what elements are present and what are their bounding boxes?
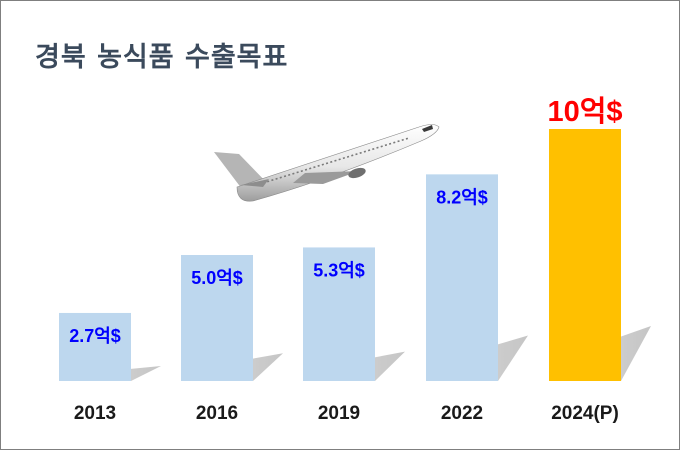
x-tick-label: 2019 [318,403,360,424]
bar-value-label: 10억$ [547,95,622,128]
bar-2013 [59,312,131,381]
bar-value-label: 5.0억$ [191,268,243,288]
x-tick-label: 2024(P) [551,403,619,424]
x-tick-label: 2016 [196,403,238,424]
x-tick-label: 2013 [74,403,116,424]
bar-2016 [181,255,253,381]
bar-2022 [426,174,498,381]
chart-title: 경북 농식품 수출목표 [35,42,289,73]
bar-2019 [303,247,375,381]
x-axis-tick-labels: 2013 2016 2019 2022 2024(P) [74,403,619,424]
airplane-icon [214,124,440,202]
x-tick-label: 2022 [441,403,483,424]
bars [59,129,621,381]
bar-value-label: 2.7억$ [69,326,121,346]
bar-value-label: 8.2억$ [436,187,488,207]
bar-labels: 2.7억$ 5.0억$ 5.3억$ 8.2억$ 10억$ [69,95,622,346]
bar-2024(P) [549,129,621,381]
bar-value-label: 5.3억$ [313,260,365,280]
